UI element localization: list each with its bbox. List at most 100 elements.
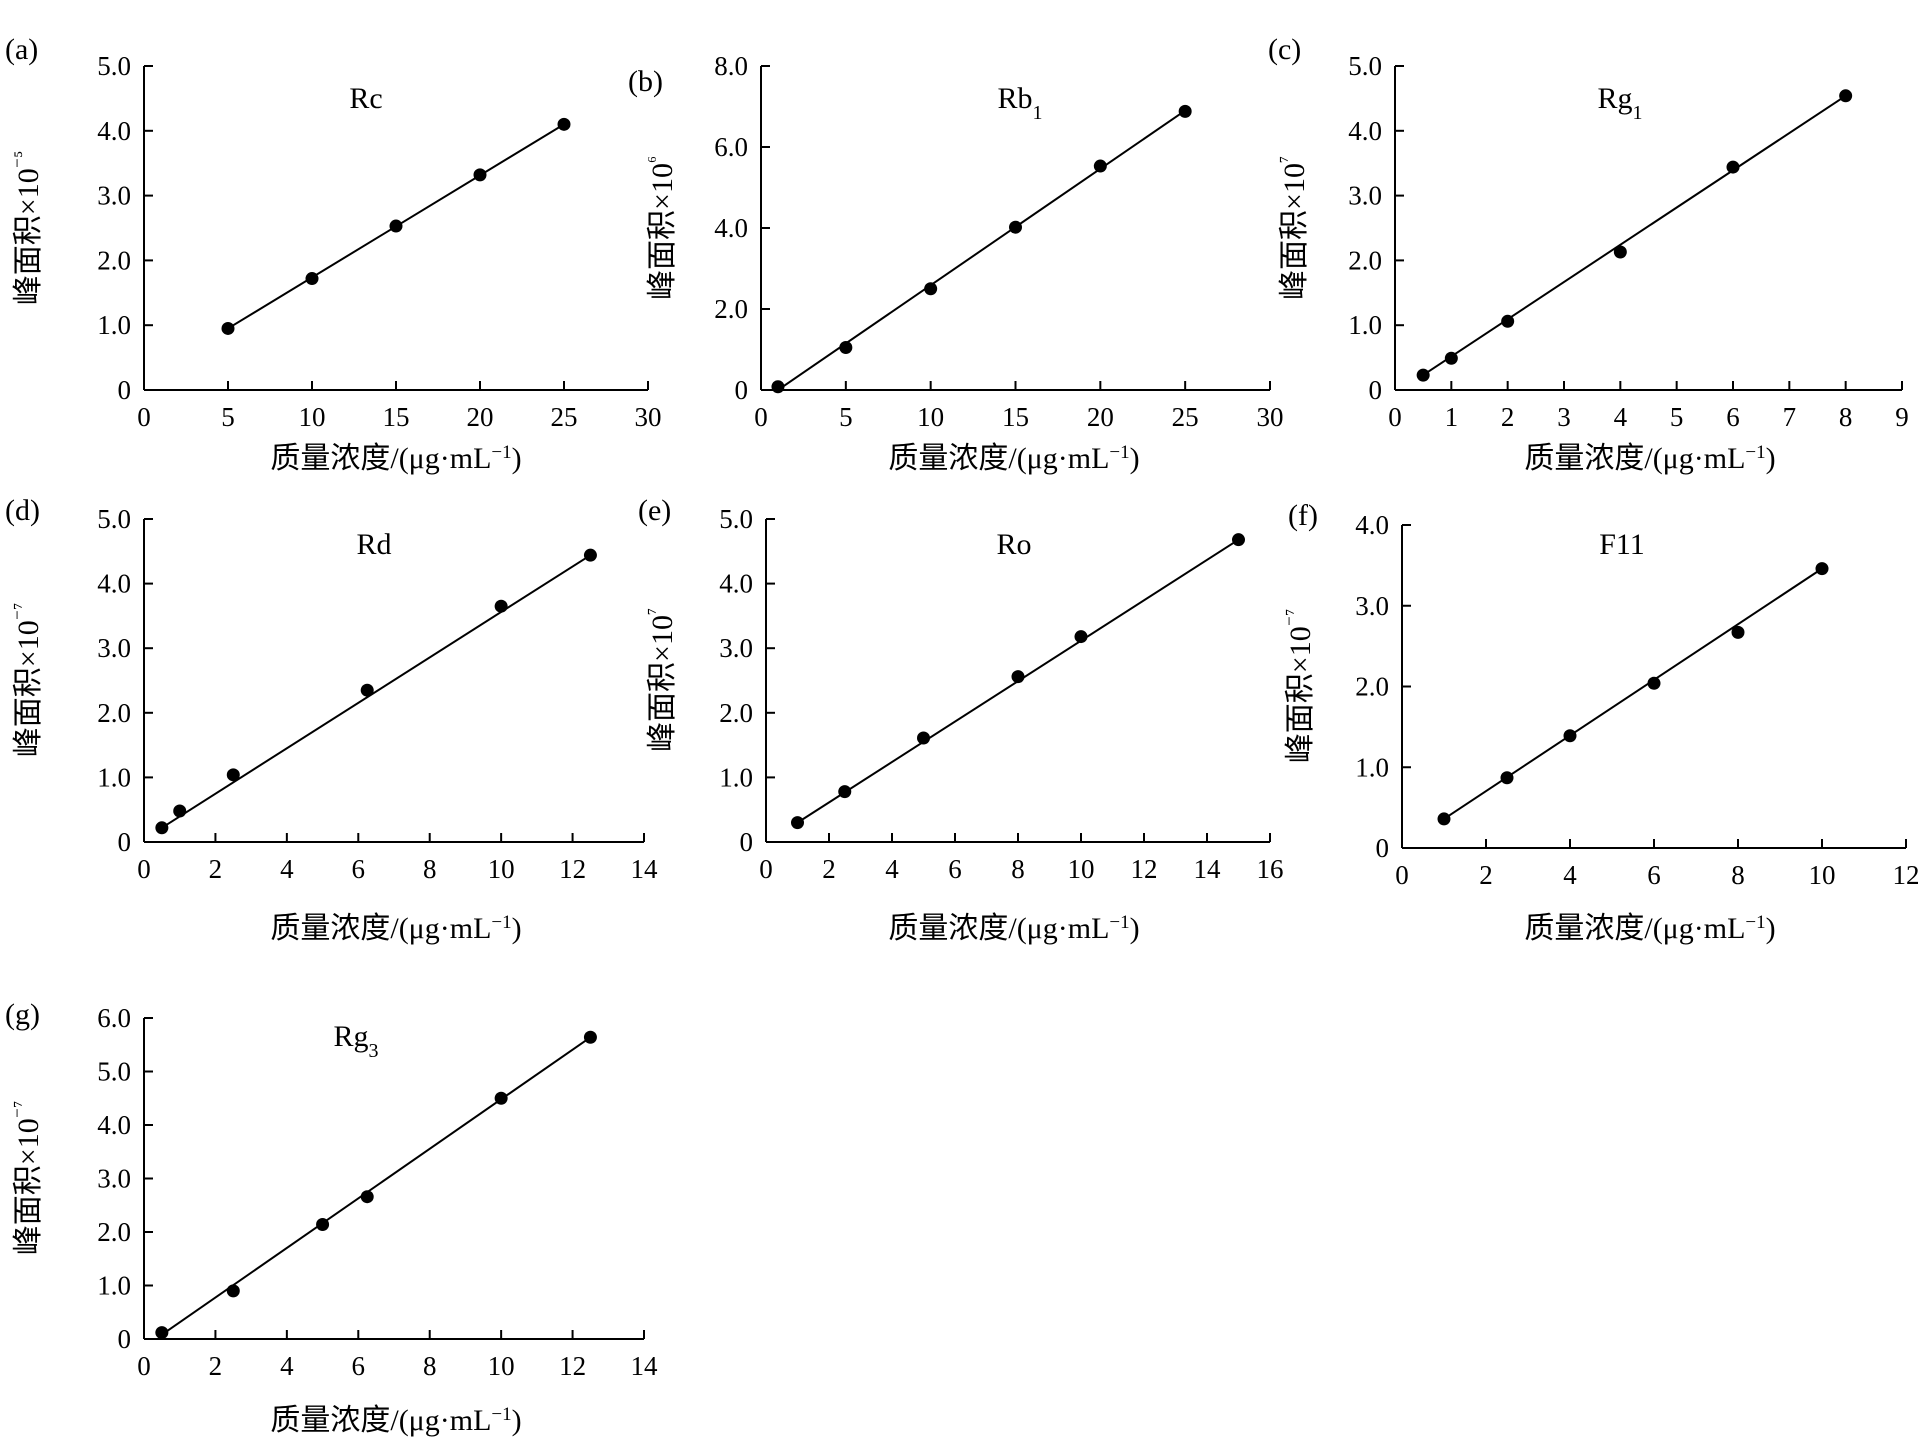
- data-point: [839, 340, 853, 354]
- x-tick-label: 14: [631, 1351, 659, 1381]
- x-tick-label: 8: [1011, 854, 1025, 884]
- data-point: [155, 1326, 169, 1340]
- data-point: [924, 282, 938, 296]
- series-title: F11: [1599, 528, 1645, 561]
- data-point: [1501, 314, 1515, 328]
- data-point: [583, 1030, 597, 1044]
- x-tick-label: 2: [1479, 860, 1493, 890]
- x-tick-label: 15: [383, 402, 410, 432]
- y-tick-label: 6.0: [714, 132, 748, 162]
- x-tick-label: 2: [209, 854, 223, 884]
- x-tick-label: 10: [488, 1351, 515, 1381]
- y-tick-label: 5.0: [1348, 51, 1382, 81]
- data-point: [1444, 351, 1458, 365]
- x-tick-label: 14: [1194, 854, 1222, 884]
- x-tick-label: 0: [1388, 402, 1402, 432]
- y-tick-label: 2.0: [714, 294, 748, 324]
- fit-line: [161, 1036, 591, 1336]
- chart-panel-g: (g) 0 1.0 2.0 3.0 4.0 5.0 6.0 0 2 4 6 8 10 12 14 Rg3 峰面积×…: [5, 998, 658, 1437]
- data-point: [1613, 245, 1627, 259]
- fit-line: [1443, 567, 1823, 820]
- data-point: [305, 272, 319, 286]
- y-tick-label: 2.0: [1355, 672, 1389, 702]
- data-point: [1563, 729, 1577, 743]
- data-point: [1437, 812, 1451, 826]
- panel-label: (e): [638, 494, 671, 527]
- y-tick-label: 2.0: [1348, 245, 1382, 275]
- x-axis-label: 质量浓度/(μg·mL−1): [270, 912, 521, 946]
- y-tick-label: 4.0: [97, 569, 131, 599]
- data-point: [226, 768, 240, 782]
- y-tick-label: 3.0: [1355, 591, 1389, 621]
- x-tick-label: 15: [1002, 402, 1029, 432]
- x-tick-label: 10: [1809, 860, 1836, 890]
- x-tick-label: 4: [1614, 402, 1628, 432]
- y-tick-label: 4.0: [1355, 510, 1389, 540]
- x-tick-label: 30: [635, 402, 662, 432]
- y-tick-label: 0: [118, 375, 132, 405]
- y-tick-label: 1.0: [1355, 752, 1389, 782]
- data-point: [473, 168, 487, 182]
- fit-line: [161, 554, 591, 829]
- y-tick-label: 0: [1369, 375, 1383, 405]
- x-tick-label: 0: [754, 402, 768, 432]
- x-tick-label: 6: [948, 854, 962, 884]
- data-point: [557, 117, 571, 131]
- x-tick-label: 0: [137, 1351, 151, 1381]
- x-tick-label: 12: [1893, 860, 1920, 890]
- y-tick-label: 0: [740, 827, 754, 857]
- series-title: Rg3: [333, 1020, 378, 1062]
- data-point: [494, 1091, 508, 1105]
- y-tick-label: 5.0: [719, 504, 753, 534]
- data-point: [1726, 160, 1740, 174]
- x-axis-label: 质量浓度/(μg·mL−1): [270, 442, 521, 476]
- x-tick-label: 10: [299, 402, 326, 432]
- y-tick-label: 0: [1376, 833, 1390, 863]
- y-tick-label: 2.0: [97, 245, 131, 275]
- data-point: [1178, 104, 1192, 118]
- chart-panel-f: (f) 0 1.0 2.0 3.0 4.0 0 2 4 6 8 10 12 F11 峰面积×10⁻⁷ 质量浓度…: [1282, 499, 1920, 945]
- chart-panel-b: (b) 0 2.0 4.0 6.0 8.0 0 5 10 15 20 25 30 Rb1 峰面积×10⁶ 质量…: [628, 51, 1284, 475]
- x-tick-label: 16: [1257, 854, 1284, 884]
- x-tick-label: 5: [1670, 402, 1684, 432]
- chart-panel-e: (e) 0 1.0 2.0 3.0 4.0 5.0 0 2 4 6 8 10 12 14 16 Ro 峰面积×10…: [638, 494, 1284, 945]
- panel-label: (g): [5, 998, 40, 1031]
- data-point: [771, 380, 785, 394]
- data-point: [1009, 220, 1022, 234]
- x-tick-label: 2: [1501, 402, 1515, 432]
- x-tick-label: 10: [1068, 854, 1095, 884]
- x-tick-label: 25: [1172, 402, 1199, 432]
- x-tick-label: 5: [839, 402, 853, 432]
- x-tick-label: 8: [423, 854, 437, 884]
- y-tick-label: 4.0: [1348, 116, 1382, 146]
- data-point: [494, 599, 508, 613]
- x-tick-label: 7: [1783, 402, 1797, 432]
- x-axis-label: 质量浓度/(μg·mL−1): [1524, 442, 1775, 476]
- x-tick-label: 6: [352, 1351, 366, 1381]
- x-tick-label: 0: [137, 854, 151, 884]
- x-tick-label: 0: [759, 854, 773, 884]
- data-point: [1074, 630, 1088, 644]
- y-tick-label: 4.0: [97, 116, 131, 146]
- data-point: [1839, 89, 1853, 103]
- x-tick-label: 12: [1131, 854, 1158, 884]
- y-tick-label: 0: [118, 1324, 132, 1354]
- y-axis-label: 峰面积×10⁻⁷: [1282, 609, 1317, 763]
- x-tick-label: 8: [1839, 402, 1853, 432]
- data-point: [1011, 670, 1025, 684]
- x-tick-label: 8: [423, 1351, 437, 1381]
- data-point: [316, 1218, 330, 1232]
- y-tick-label: 0: [118, 827, 132, 857]
- chart-panel-a: (a) 0 1.0 2.0 3.0 4.0 5.0 0 5 10 15 20 25 30 Rc 峰面积×10⁻…: [5, 33, 662, 475]
- series-title: Rg1: [1597, 82, 1642, 124]
- x-tick-label: 8: [1731, 860, 1745, 890]
- data-point: [1232, 533, 1245, 547]
- x-tick-label: 12: [559, 1351, 586, 1381]
- x-tick-label: 10: [917, 402, 944, 432]
- data-point: [1500, 771, 1514, 785]
- y-axis-label: 峰面积×10⁻⁷: [10, 603, 45, 757]
- y-tick-label: 3.0: [1348, 181, 1382, 211]
- x-tick-label: 14: [631, 854, 659, 884]
- data-point: [1647, 676, 1661, 690]
- y-tick-label: 2.0: [97, 698, 131, 728]
